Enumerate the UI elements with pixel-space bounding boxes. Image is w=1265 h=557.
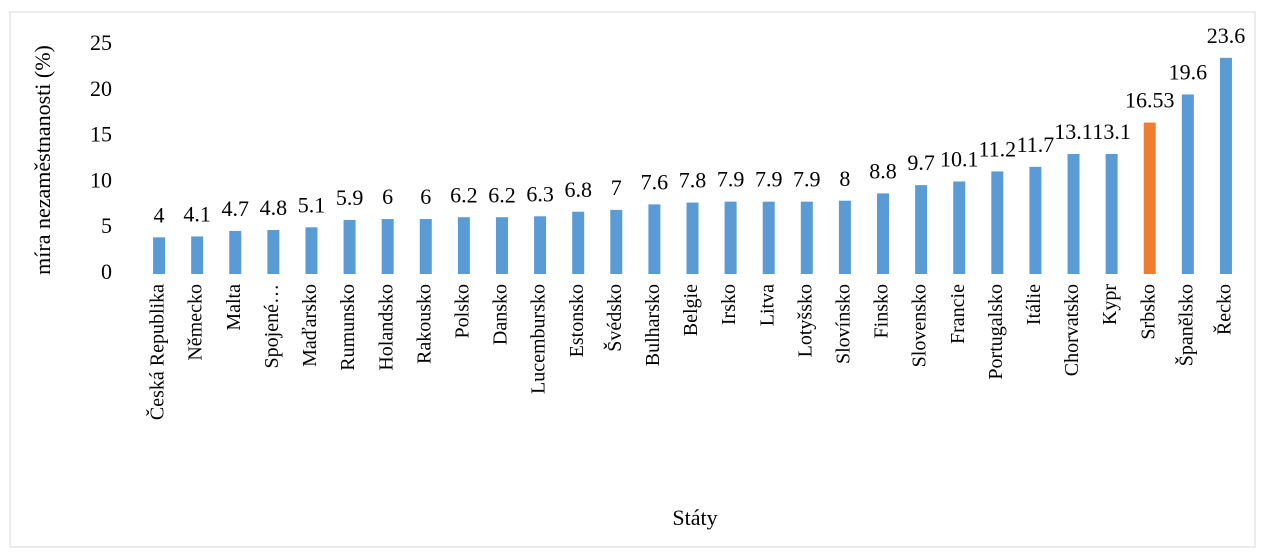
value-label: 6.2 (450, 182, 478, 207)
x-tick-label: Finsko (871, 284, 893, 338)
bar (1143, 122, 1156, 274)
x-tick-label: Bulharsko (642, 284, 664, 366)
value-label: 7.9 (793, 167, 821, 192)
x-tick-label: Španělsko (1173, 284, 1197, 366)
bar (305, 227, 318, 274)
y-tick-label: 10 (90, 167, 112, 192)
bar (648, 204, 661, 274)
x-tick-label: Francie (947, 284, 969, 344)
x-tick-label: Chorvatsko (1061, 284, 1083, 376)
bar (1105, 154, 1118, 274)
value-label: 4.1 (183, 201, 211, 226)
value-label: 19.6 (1169, 60, 1208, 85)
bar (153, 237, 166, 274)
value-label: 11.2 (978, 136, 1016, 161)
x-tick-label: Rakousko (413, 284, 435, 364)
bar (534, 216, 547, 274)
x-tick-label: Holandsko (375, 284, 397, 371)
value-label: 11.7 (1017, 132, 1055, 157)
x-tick-label: Maďarsko (299, 284, 321, 367)
value-label: 5.1 (298, 192, 326, 217)
value-label: 6.3 (526, 181, 554, 206)
x-tick-label: Lucembursko (528, 284, 550, 394)
value-label: 7.9 (755, 167, 783, 192)
y-tick-label: 25 (90, 30, 112, 55)
x-tick-label: Rumunsko (337, 284, 359, 371)
value-label: 7 (611, 175, 622, 200)
bar (1067, 154, 1080, 274)
bar (762, 201, 775, 274)
bar (419, 219, 432, 274)
bar (381, 219, 394, 274)
y-tick-label: 0 (101, 259, 112, 284)
value-label: 7.8 (679, 168, 707, 193)
value-label: 4 (154, 202, 165, 227)
x-tick-label: Lotyšsko (794, 284, 816, 357)
value-label: 13.1 (1054, 119, 1093, 144)
bar (686, 202, 699, 274)
value-label: 9.7 (907, 150, 935, 175)
value-label: 8.8 (869, 158, 897, 183)
x-tick-label: Estonsko (566, 284, 588, 357)
value-label: 7.9 (717, 167, 745, 192)
x-tick-label: Dansko (490, 284, 512, 345)
x-tick-label: Litva (756, 284, 778, 326)
value-label: 6.8 (564, 177, 592, 202)
x-tick-label: Německo (185, 284, 207, 361)
bar (991, 171, 1004, 274)
y-tick-label: 15 (90, 122, 112, 147)
x-tick-label: Kypr (1099, 284, 1121, 325)
bar (915, 185, 928, 274)
bar (877, 193, 890, 274)
bar (343, 219, 356, 274)
x-tick-label: Spojené… (261, 284, 283, 368)
value-label: 10.1 (940, 147, 979, 172)
x-tick-label: Irsko (718, 284, 740, 325)
x-tick-label: Belgie (680, 284, 702, 336)
bar (800, 201, 813, 274)
y-axis-title: míra nezaměstnanosti (%) (30, 45, 55, 275)
x-tick-label: Slovensko (909, 284, 931, 367)
value-label: 6 (420, 184, 431, 209)
x-tick-label: Švédsko (602, 284, 626, 352)
bar (191, 236, 204, 274)
x-tick-label: Portugalsko (985, 284, 1007, 380)
bar (1219, 57, 1232, 274)
x-tick-label: Česká Republika (145, 284, 169, 420)
bar (1029, 166, 1042, 274)
value-label: 6 (382, 184, 393, 209)
x-axis-title: Státy (672, 505, 717, 530)
value-label: 7.6 (641, 169, 669, 194)
bar (953, 181, 966, 274)
value-label: 8 (839, 166, 850, 191)
chart-border (9, 11, 1256, 548)
bar (457, 217, 470, 274)
bar (495, 217, 508, 274)
bar (724, 201, 737, 274)
bar (838, 200, 851, 274)
y-tick-label: 5 (101, 213, 112, 238)
x-tick-label: Slovínsko (833, 284, 855, 364)
value-label: 23.6 (1207, 23, 1246, 48)
x-tick-label: Srbsko (1137, 284, 1159, 340)
value-label: 16.53 (1125, 88, 1175, 113)
value-label: 5.9 (336, 185, 364, 210)
x-tick-label: Řecko (1213, 284, 1236, 335)
bar (610, 209, 623, 274)
bar (229, 230, 242, 274)
x-tick-label: Itálie (1023, 284, 1045, 325)
value-label: 13.1 (1092, 119, 1131, 144)
x-tick-label: Malta (223, 284, 245, 331)
value-label: 4.8 (260, 195, 288, 220)
bar (267, 230, 280, 274)
bar (1181, 94, 1194, 275)
bar (572, 211, 585, 274)
x-tick-label: Polsko (451, 284, 473, 338)
y-tick-label: 20 (90, 76, 112, 101)
value-label: 4.7 (222, 196, 250, 221)
value-label: 6.2 (488, 182, 516, 207)
